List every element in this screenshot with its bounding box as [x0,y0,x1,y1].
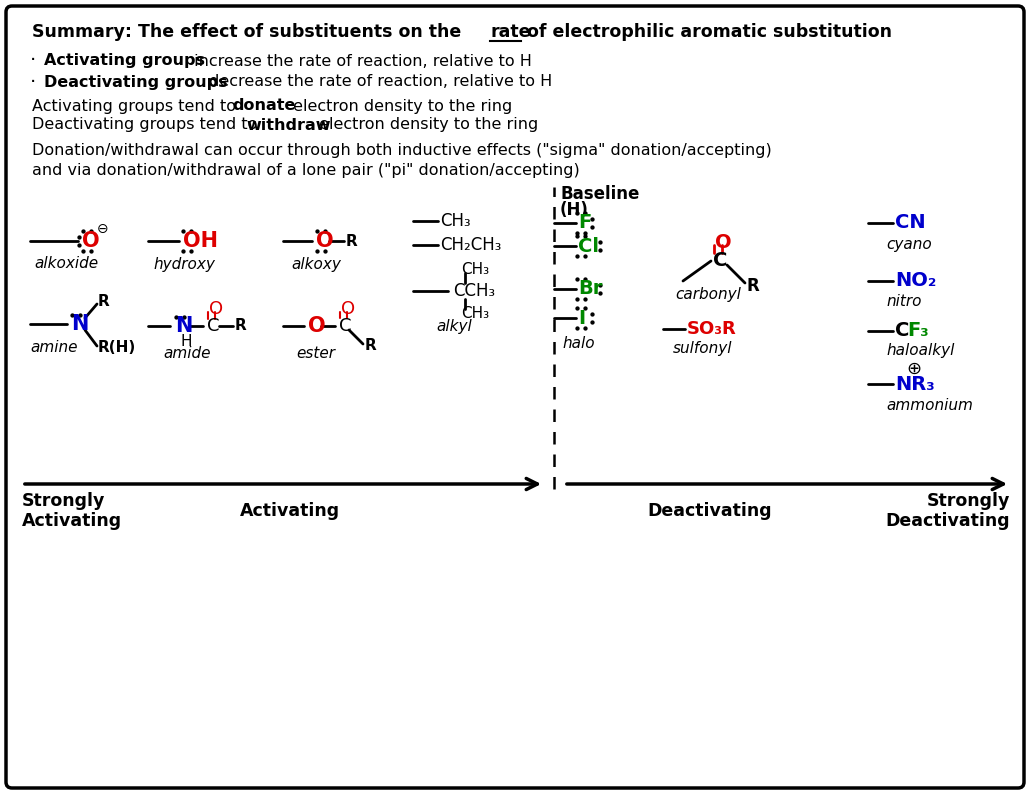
Text: O: O [209,300,224,318]
Text: Summary: The effect of substituents on the: Summary: The effect of substituents on t… [32,23,468,41]
Text: O: O [341,300,355,318]
Text: O: O [316,231,334,251]
Text: N: N [175,316,193,336]
Text: C: C [207,317,219,335]
Text: R: R [365,338,377,353]
Text: increase the rate of reaction, relative to H: increase the rate of reaction, relative … [188,53,531,68]
Text: Donation/withdrawal can occur through both inductive effects ("sigma" donation/a: Donation/withdrawal can occur through bo… [32,144,771,159]
Text: Strongly
Deactivating: Strongly Deactivating [886,491,1010,530]
Text: sulfonyl: sulfonyl [673,341,732,357]
Text: rate: rate [490,23,530,41]
Text: NO₂: NO₂ [895,272,936,291]
Text: alkyl: alkyl [436,318,472,333]
Text: Deactivating: Deactivating [648,502,772,520]
Text: (H): (H) [560,201,589,219]
Text: amine: amine [30,341,77,356]
Text: R: R [98,295,110,310]
Text: O: O [82,231,100,251]
Text: N: N [71,314,89,334]
Text: ⊕: ⊕ [906,360,921,378]
Text: R: R [747,277,760,295]
Text: R(H): R(H) [98,341,136,356]
Text: withdraw: withdraw [246,118,331,133]
Text: hydroxy: hydroxy [153,256,215,272]
Text: C: C [713,252,727,271]
Text: cyano: cyano [886,237,932,252]
Text: ammonium: ammonium [886,398,973,413]
Text: Activating: Activating [240,502,340,520]
Text: ⊖: ⊖ [97,222,108,236]
Text: ester: ester [296,345,335,360]
Text: of electrophilic aromatic substitution: of electrophilic aromatic substitution [521,23,892,41]
Text: Strongly
Activating: Strongly Activating [22,491,123,530]
Text: amide: amide [163,345,210,360]
Text: OH: OH [183,231,218,251]
Text: CH₂CH₃: CH₂CH₃ [440,236,502,254]
Text: I: I [578,309,585,327]
Text: CH₃: CH₃ [440,212,471,230]
Text: ·: · [30,52,36,71]
Text: SO₃R: SO₃R [687,320,736,338]
Text: O: O [308,316,325,336]
Text: O: O [715,233,731,252]
Text: electron density to the ring: electron density to the ring [314,118,539,133]
Text: and via donation/withdrawal of a lone pair ("pi" donation/accepting): and via donation/withdrawal of a lone pa… [32,163,580,178]
Text: Baseline: Baseline [560,185,640,203]
Text: Deactivating groups: Deactivating groups [44,75,228,90]
Text: CN: CN [895,214,926,233]
Text: nitro: nitro [886,295,922,310]
FancyBboxPatch shape [6,6,1024,788]
Text: R: R [346,233,357,249]
Text: decrease the rate of reaction, relative to H: decrease the rate of reaction, relative … [204,75,552,90]
Text: alkoxide: alkoxide [34,256,98,272]
Text: haloalkyl: haloalkyl [886,344,955,359]
Text: Deactivating groups tend to: Deactivating groups tend to [32,118,263,133]
Text: carbonyl: carbonyl [675,287,741,303]
Text: ·: · [30,72,36,91]
Text: Br: Br [578,279,603,299]
Text: CH₃: CH₃ [461,261,489,276]
Text: electron density to the ring: electron density to the ring [288,98,512,114]
Text: alkoxy: alkoxy [291,256,341,272]
Text: Cl: Cl [578,237,599,256]
Text: R: R [235,318,247,333]
Text: H: H [181,333,193,349]
Text: Activating groups: Activating groups [44,53,205,68]
Text: F₃: F₃ [907,322,929,341]
Text: CH₃: CH₃ [461,306,489,321]
Text: NR₃: NR₃ [895,375,934,394]
Text: Activating groups tend to: Activating groups tend to [32,98,241,114]
Text: F: F [578,214,591,233]
Text: C: C [339,317,351,335]
Text: C: C [895,322,909,341]
Text: halo: halo [562,337,594,352]
Text: donate: donate [232,98,296,114]
Text: CCH₃: CCH₃ [453,282,495,300]
